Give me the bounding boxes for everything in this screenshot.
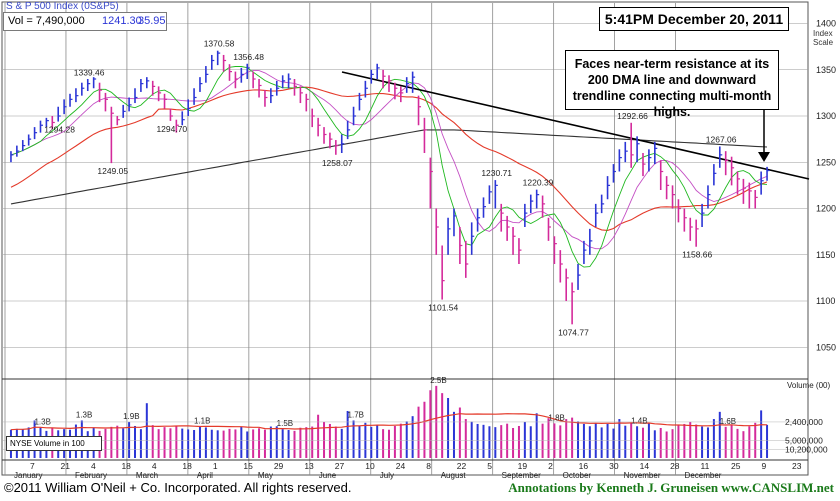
ticker-label: S & P 500 Index (0S&P5) xyxy=(6,1,119,12)
day-tick-label: 27 xyxy=(335,461,345,471)
volume-annotation-label: 1.7B xyxy=(348,411,364,420)
price-annotation-label: 1267.06 xyxy=(706,134,737,144)
day-tick-label: 18 xyxy=(121,461,131,471)
copyright: ©2011 William O'Neil + Co. Incorporated.… xyxy=(4,480,352,495)
price-axis: 1050 1100 1150 1200 1250 1300 1350 1400 xyxy=(816,19,836,353)
day-tick-label: 23 xyxy=(792,461,802,471)
timestamp-box: 5:41PM December 20, 2011 xyxy=(599,7,789,31)
ma21-line xyxy=(10,69,768,250)
day-tick-label: 19 xyxy=(518,461,528,471)
volume-annotation-label: 1.9B xyxy=(123,412,139,421)
day-tick-label: 22 xyxy=(457,461,467,471)
day-tick-label: 5 xyxy=(487,461,492,471)
volume-annotations: 1.3B 1.3B 1.9B 1.1B 1.5B 1.7B 2.5B 1.8B 1.4B 1.6B xyxy=(34,376,736,428)
day-tick-label: 8 xyxy=(426,461,431,471)
month-tick-label: August xyxy=(441,471,467,480)
volume-annotation-label: 1.4B xyxy=(631,416,647,425)
day-tick-label: 18 xyxy=(182,461,192,471)
day-tick-label: 4 xyxy=(91,461,96,471)
day-tick-label: 16 xyxy=(579,461,589,471)
nyse-volume-label: NYSE Volume in 100 xyxy=(6,436,102,451)
volume-average-line xyxy=(10,413,768,431)
price-annotations: 1294.28 1249.05 1339.46 1370.58 1294.70 1258.… xyxy=(44,39,737,338)
month-tick-label: November xyxy=(624,471,661,480)
volume-annotation-label: 1.3B xyxy=(34,418,50,427)
price-annotation-label: 1339.46 xyxy=(74,67,105,77)
price-tick-label: 1400 xyxy=(816,19,836,29)
day-tick-label: 14 xyxy=(640,461,650,471)
price-bars xyxy=(10,50,770,325)
price-annotation-label: 1292.66 xyxy=(617,111,648,121)
month-tick-label: February xyxy=(75,471,107,480)
last-price: 1241.30 xyxy=(102,15,142,27)
volume-annotation-label: 1.5B xyxy=(277,419,293,428)
price-annotation-label: 1074.77 xyxy=(558,327,589,337)
price-tick-label: 1050 xyxy=(816,342,836,352)
price-tick-label: 1200 xyxy=(816,204,836,214)
price-tick-label: 1150 xyxy=(816,250,835,260)
day-tick-label: 15 xyxy=(243,461,253,471)
day-tick-label: 4 xyxy=(152,461,157,471)
month-tick-label: January xyxy=(14,471,42,480)
day-tick-label: 13 xyxy=(304,461,314,471)
volume-annotation-label: 1.3B xyxy=(76,411,92,420)
price-tick-label: 1300 xyxy=(816,111,836,121)
price-tick-label: 1350 xyxy=(816,65,836,75)
volume-readout: Vol = 7,490,000 xyxy=(8,15,85,27)
volume-annotation-label: 2.5B xyxy=(430,376,446,385)
volume-annotation-label: 1.6B xyxy=(720,417,736,426)
month-tick-label: October xyxy=(563,471,592,480)
price-annotation-label: 1356.48 xyxy=(233,52,264,62)
stats-line: Vol = 7,490,000 1241.30 35.95 xyxy=(3,12,167,31)
day-tick-label: 28 xyxy=(670,461,680,471)
price-annotation-label: 1294.28 xyxy=(44,124,75,134)
day-tick-label: 1 xyxy=(213,461,218,471)
day-tick-label: 2 xyxy=(548,461,553,471)
volume-tick-label: 5,000,000 xyxy=(785,435,823,445)
note-arrowhead xyxy=(758,152,770,162)
price-annotation-label: 1258.07 xyxy=(322,158,353,168)
price-annotation-label: 1249.05 xyxy=(97,166,128,176)
price-tick-label: 1100 xyxy=(816,296,835,306)
month-tick-label: March xyxy=(136,471,158,480)
volume-axis-label: Volume (00) xyxy=(787,381,831,390)
month-tick-label: September xyxy=(502,471,541,480)
date-axis: 7 21 4 18 4 18 1 15 29 13 27 10 24 8 22 5 19 2 16 30 14 28 11 2… xyxy=(14,461,802,480)
day-tick-label: 30 xyxy=(609,461,619,471)
volume-tick-label: 10,200,000 xyxy=(785,445,828,455)
day-tick-label: 21 xyxy=(60,461,70,471)
price-annotation-label: 1370.58 xyxy=(204,39,235,49)
price-annotation-label: 1158.66 xyxy=(682,250,712,260)
day-tick-label: 9 xyxy=(762,461,767,471)
day-tick-label: 10 xyxy=(365,461,375,471)
day-tick-label: 29 xyxy=(274,461,284,471)
price-annotation-label: 1220.39 xyxy=(523,178,554,188)
day-tick-label: 7 xyxy=(30,461,35,471)
credit-line: Annotations by Kenneth J. Gruneisen www.… xyxy=(508,480,834,495)
volume-tick-label: 2,400,000 xyxy=(785,417,823,427)
day-tick-label: 24 xyxy=(396,461,406,471)
price-annotation-label: 1230.71 xyxy=(481,168,512,178)
annotation-note: Faces near-term resistance at its 200 DM… xyxy=(565,50,779,119)
month-tick-label: June xyxy=(319,471,337,480)
price-change: 35.95 xyxy=(138,15,166,27)
price-annotation-label: 1101.54 xyxy=(428,303,458,313)
ma50-line xyxy=(10,86,768,231)
price-tick-label: 1250 xyxy=(816,157,836,167)
index-scale-label: Index Scale xyxy=(813,29,834,47)
month-tick-label: July xyxy=(380,471,394,480)
day-tick-label: 25 xyxy=(731,461,741,471)
day-tick-label: 11 xyxy=(701,461,710,471)
month-tick-label: April xyxy=(197,471,213,480)
month-tick-label: December xyxy=(685,471,722,480)
volume-annotation-label: 1.8B xyxy=(548,413,564,422)
price-annotation-label: 1294.70 xyxy=(156,124,187,134)
month-tick-label: May xyxy=(258,471,273,480)
volume-annotation-label: 1.1B xyxy=(194,416,210,425)
